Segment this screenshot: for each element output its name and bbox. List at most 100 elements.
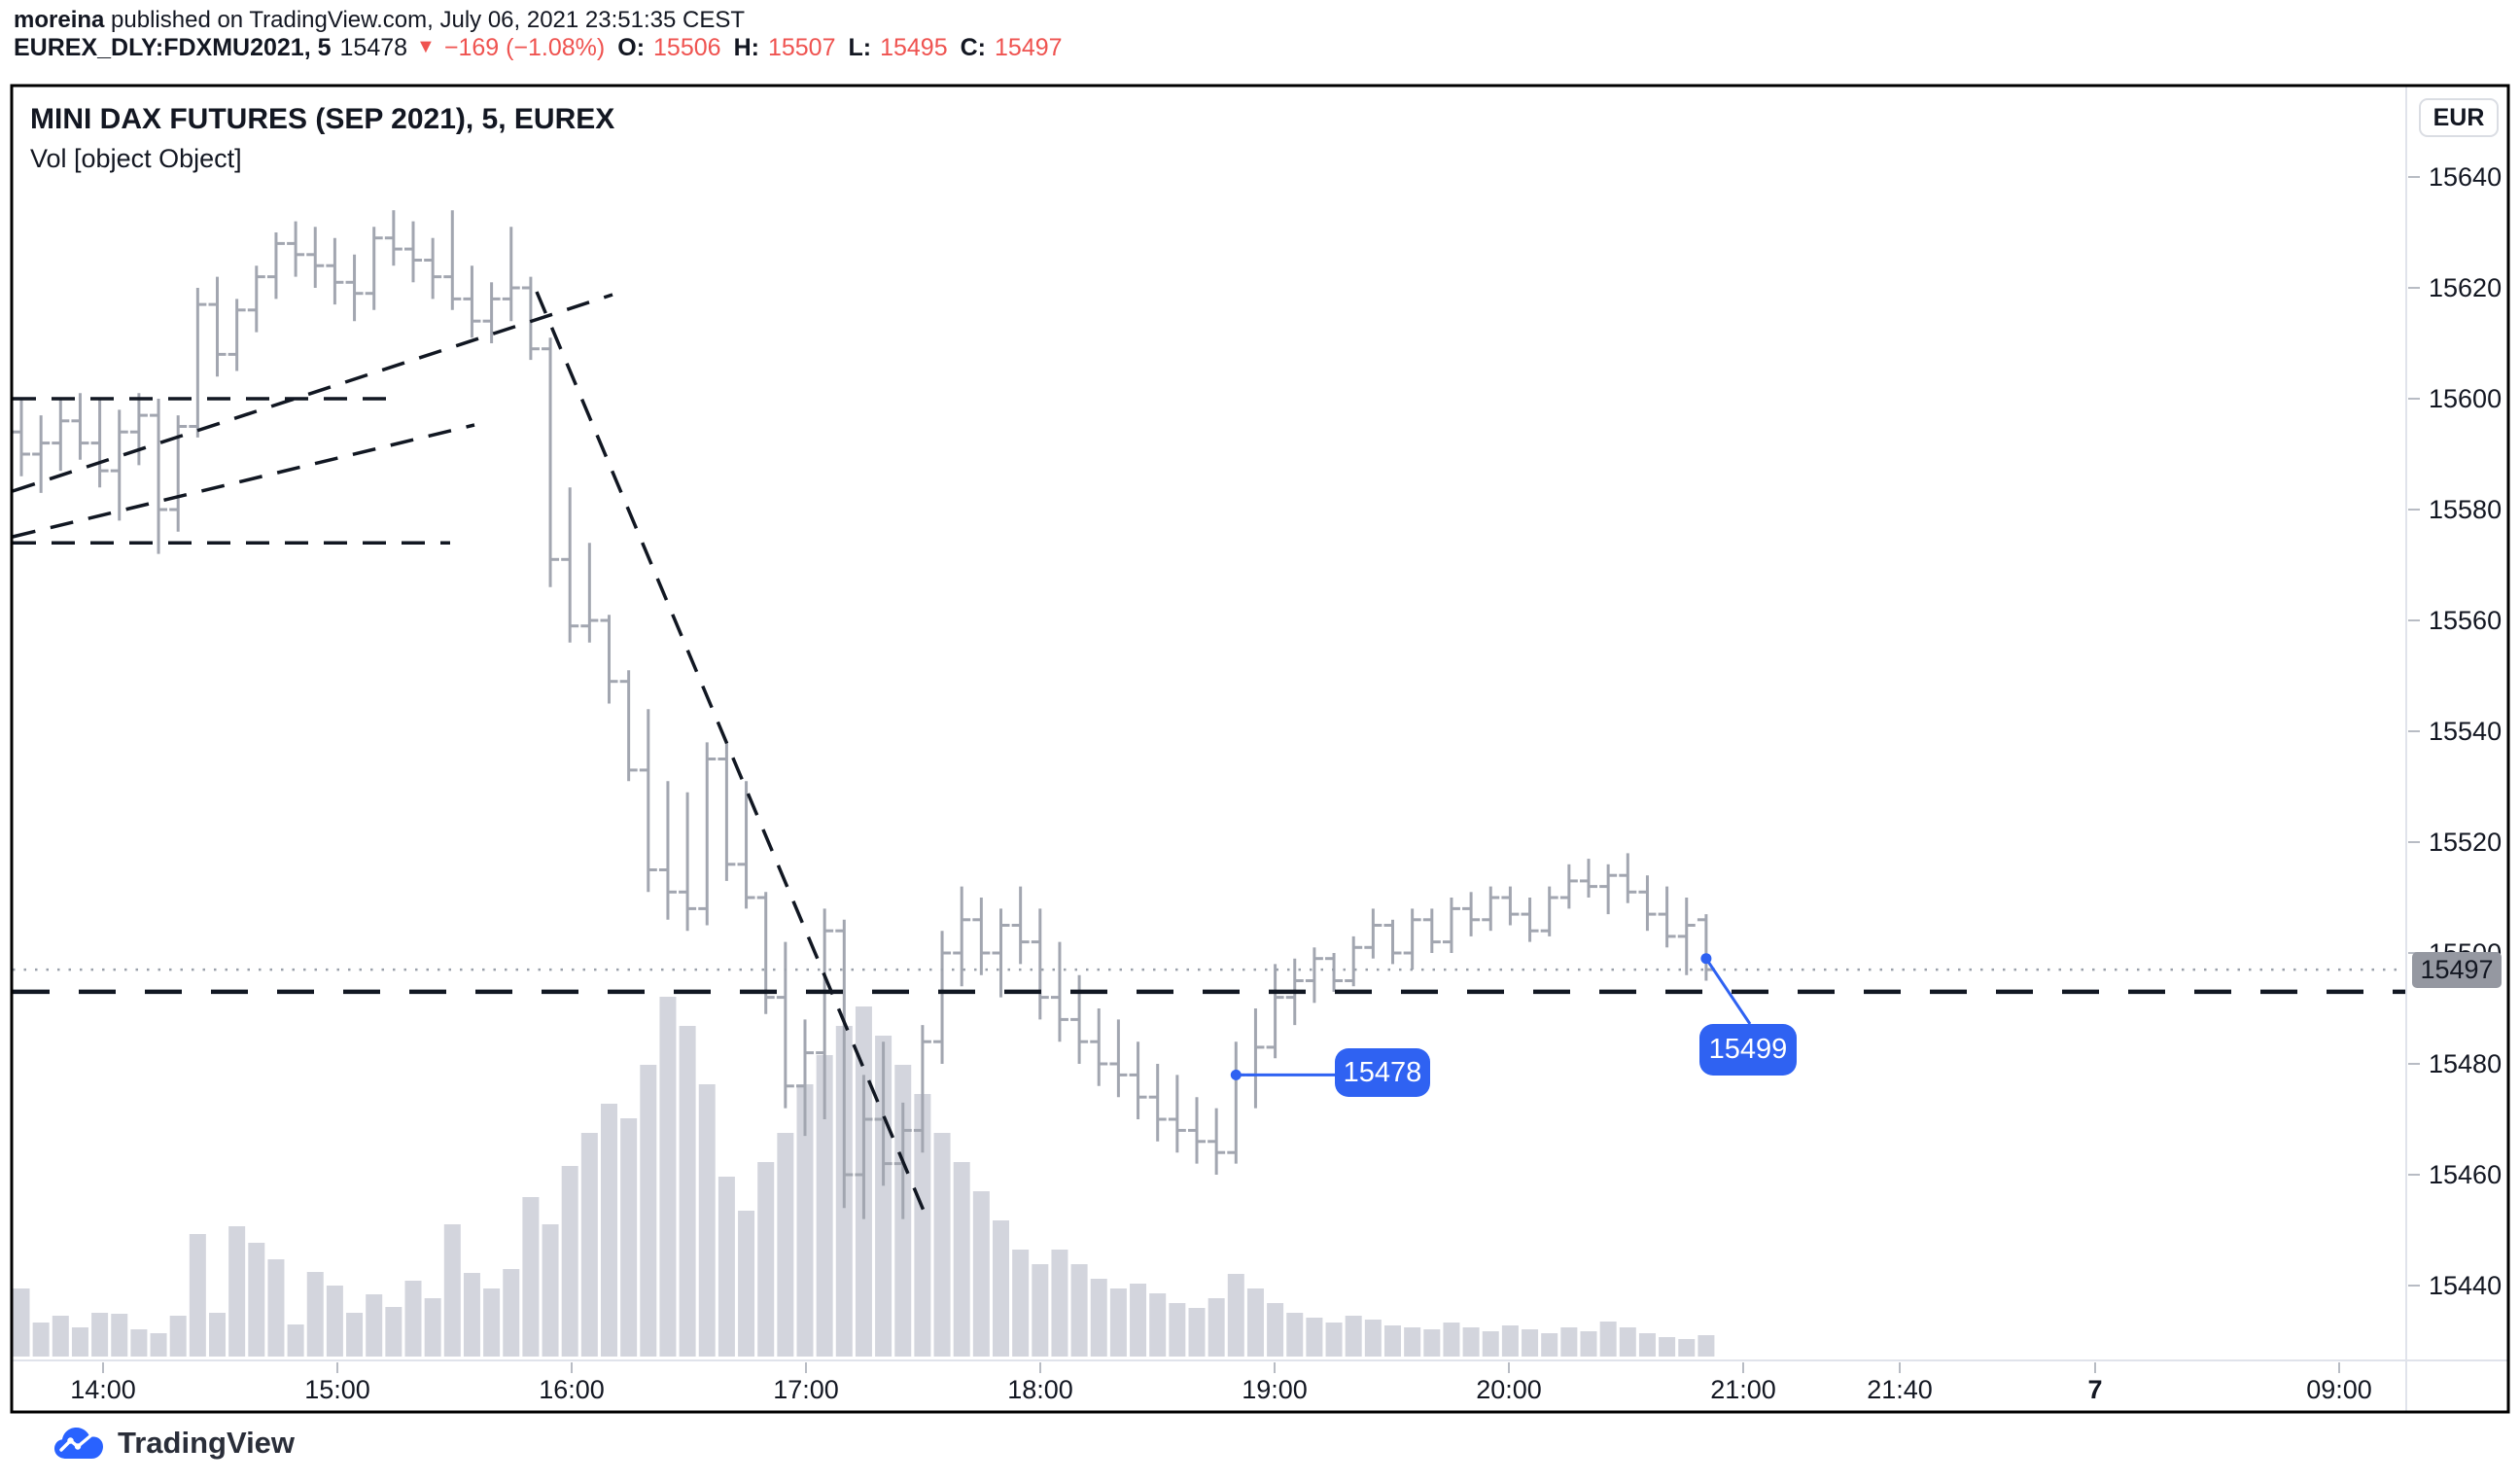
volume-bar xyxy=(679,1026,696,1357)
volume-bar xyxy=(1032,1264,1049,1357)
volume-bar xyxy=(1286,1313,1304,1357)
volume-bar xyxy=(580,1133,598,1357)
volume-bar xyxy=(1345,1316,1362,1357)
price-tick-label[interactable]: 15600 xyxy=(2429,384,2502,413)
volume-bar xyxy=(424,1298,441,1357)
volume-bar xyxy=(561,1166,578,1357)
time-tick-label[interactable]: 19:00 xyxy=(1242,1375,1308,1404)
volume-bar xyxy=(1404,1327,1421,1357)
change-value: −169 (−1.08%) xyxy=(443,34,606,61)
volume-bar xyxy=(248,1243,265,1357)
volume-bar xyxy=(1012,1250,1030,1357)
volume-bar xyxy=(346,1313,364,1357)
time-tick-label[interactable]: 15:00 xyxy=(304,1375,370,1404)
published-text: published on TradingView.com, July 06, 2… xyxy=(104,7,746,33)
volume-bar xyxy=(1246,1288,1264,1357)
time-tick-label[interactable]: 21:00 xyxy=(1710,1375,1776,1404)
volume-bar xyxy=(542,1224,559,1357)
volume-bar xyxy=(463,1273,480,1357)
volume-bar xyxy=(228,1226,246,1357)
volume-bar xyxy=(738,1211,755,1357)
time-tick-label[interactable]: 09:00 xyxy=(2306,1375,2372,1404)
volume-bar xyxy=(1443,1323,1460,1357)
price-callout-15478[interactable]: 15478 xyxy=(1335,1048,1430,1097)
time-tick-label[interactable]: 18:00 xyxy=(1007,1375,1073,1404)
volume-bar xyxy=(698,1084,716,1357)
chart-frame-border xyxy=(10,84,2510,1414)
volume-bar xyxy=(32,1323,50,1357)
volume-bar xyxy=(1325,1323,1343,1357)
volume-bar xyxy=(385,1307,402,1357)
low-value: 15495 xyxy=(880,34,948,61)
high-value: 15507 xyxy=(767,34,836,61)
volume-bar xyxy=(1364,1320,1382,1357)
symbol-name: EUREX_DLY:FDXMU2021, 5 xyxy=(14,34,332,61)
volume-bar xyxy=(1541,1333,1558,1357)
rising-trendline-lower[interactable] xyxy=(12,423,475,539)
volume-bar xyxy=(366,1294,383,1357)
volume-bar xyxy=(483,1288,501,1357)
last-price: 15478 xyxy=(339,34,408,61)
volume-bar xyxy=(1090,1279,1107,1357)
price-tick-label[interactable]: 15540 xyxy=(2429,717,2502,746)
falling-trendline[interactable] xyxy=(535,291,926,1212)
tradingview-logo-text: TradingView xyxy=(118,1426,296,1460)
tradingview-logo-link[interactable]: TradingView xyxy=(53,1426,295,1461)
close-label: C: xyxy=(960,34,987,61)
price-tick-label[interactable]: 15560 xyxy=(2429,606,2502,635)
volume-bar xyxy=(287,1324,304,1357)
price-callout-15499[interactable]: 15499 xyxy=(1699,1024,1797,1076)
volume-bar xyxy=(816,1055,833,1357)
last-price-axis-label: 15497 xyxy=(2412,952,2502,988)
author-name: moreina xyxy=(14,7,105,33)
volume-bar xyxy=(933,1133,951,1357)
volume-bar xyxy=(953,1162,970,1357)
callout-anchor-dot[interactable] xyxy=(1230,1069,1242,1080)
volume-bar xyxy=(796,1084,814,1357)
volume-bar xyxy=(1522,1329,1539,1357)
volume-bar xyxy=(91,1313,109,1357)
time-tick-label[interactable]: 21:40 xyxy=(1867,1375,1933,1404)
callout-anchor-dot[interactable] xyxy=(1700,953,1712,965)
volume-bar xyxy=(1130,1284,1147,1357)
volume-bar xyxy=(777,1133,794,1357)
price-tick-label[interactable]: 15460 xyxy=(2429,1160,2502,1189)
price-tick-label[interactable]: 15520 xyxy=(2429,828,2502,857)
price-tick-label[interactable]: 15620 xyxy=(2429,273,2502,302)
time-tick-label[interactable]: 20:00 xyxy=(1476,1375,1542,1404)
volume-bar xyxy=(1560,1327,1578,1357)
time-tick-label[interactable]: 7 xyxy=(2087,1375,2102,1404)
volume-bar xyxy=(1619,1327,1636,1357)
volume-bar xyxy=(267,1259,285,1357)
time-tick-label[interactable]: 14:00 xyxy=(70,1375,136,1404)
time-tick-label[interactable]: 17:00 xyxy=(773,1375,839,1404)
low-label: L: xyxy=(848,34,872,61)
price-tick-label[interactable]: 15580 xyxy=(2429,495,2502,524)
volume-bar xyxy=(1169,1303,1186,1357)
price-tick-label[interactable]: 15480 xyxy=(2429,1049,2502,1078)
volume-bar xyxy=(189,1234,206,1357)
volume-bar xyxy=(130,1329,148,1357)
volume-bar xyxy=(1051,1250,1068,1357)
time-tick-label[interactable]: 16:00 xyxy=(539,1375,605,1404)
volume-bar xyxy=(1423,1329,1441,1357)
volume-bar xyxy=(503,1269,520,1357)
volume-bar xyxy=(1599,1322,1617,1357)
volume-bar xyxy=(1149,1293,1167,1357)
volume-bar xyxy=(1678,1339,1696,1357)
volume-bar xyxy=(1462,1327,1480,1357)
volume-bar xyxy=(1267,1303,1284,1357)
tradingview-cloud-icon xyxy=(54,1428,103,1459)
price-tick-label[interactable]: 15440 xyxy=(2429,1271,2502,1300)
price-tick-label[interactable]: 15640 xyxy=(2429,162,2502,192)
open-label: O: xyxy=(617,34,646,61)
volume-bar xyxy=(326,1286,343,1357)
volume-bar xyxy=(1698,1335,1715,1357)
volume-bar xyxy=(1580,1331,1597,1357)
volume-bar xyxy=(1306,1318,1323,1357)
chart-legend-volume: Vol [object Object] xyxy=(30,144,242,173)
rising-trendline-upper[interactable] xyxy=(12,293,613,493)
symbol-info-line: EUREX_DLY:FDXMU2021, 5 15478 ▼ −169 (−1.… xyxy=(14,35,1063,60)
